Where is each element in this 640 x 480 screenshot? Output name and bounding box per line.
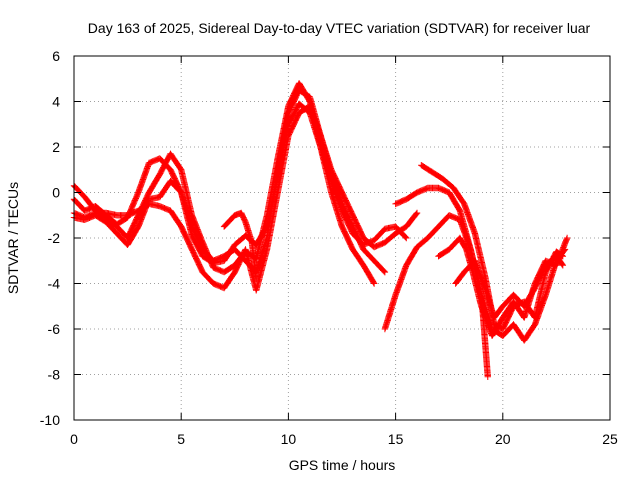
- y-tick-label: 6: [52, 48, 60, 64]
- y-tick-label: 2: [52, 139, 60, 155]
- series-marks-track-4: [70, 102, 421, 294]
- x-tick-label: 15: [388, 431, 404, 447]
- series-marks-track-10: [452, 253, 567, 321]
- grid-lines: [74, 56, 610, 420]
- x-axis-label: GPS time / hours: [289, 457, 396, 473]
- x-tick-label: 20: [495, 431, 511, 447]
- y-axis-label: SDTVAR / TECUs: [5, 182, 21, 294]
- series-track-10: [452, 253, 567, 321]
- series-track-2: [70, 86, 389, 276]
- y-tick-label: -10: [40, 412, 60, 428]
- series-marks-track-2: [70, 86, 389, 276]
- y-tick-label: -6: [48, 321, 61, 337]
- y-tick-label: 4: [52, 94, 60, 110]
- chart-title: Day 163 of 2025, Sidereal Day-to-day VTE…: [88, 20, 591, 36]
- y-tick-label: -2: [48, 230, 61, 246]
- x-axis-ticks: 0 5 10 15 20 25: [70, 56, 618, 447]
- y-axis-ticks: -10 -8 -6 -4 -2 0 2 4 6: [40, 48, 610, 428]
- series-marks-track-5: [220, 209, 260, 283]
- x-tick-label: 0: [70, 431, 78, 447]
- y-tick-label: -8: [48, 367, 61, 383]
- y-tick-label: 0: [52, 185, 60, 201]
- x-tick-label: 10: [281, 431, 297, 447]
- x-tick-label: 25: [602, 431, 618, 447]
- y-tick-label: -4: [48, 276, 61, 292]
- series-track-5: [220, 209, 260, 283]
- series-track-4: [70, 102, 421, 294]
- data-marks: [70, 80, 571, 380]
- x-tick-label: 5: [177, 431, 185, 447]
